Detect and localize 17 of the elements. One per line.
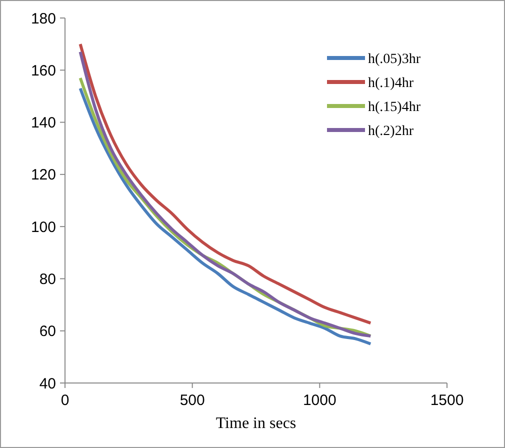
y-tick-label: 160 bbox=[30, 62, 56, 80]
x-tick-label: 0 bbox=[60, 392, 70, 409]
y-tick-label: 100 bbox=[30, 218, 56, 236]
x-axis-title: Time in secs bbox=[216, 415, 296, 432]
y-tick-label: 180 bbox=[30, 10, 56, 28]
x-tick-label: 500 bbox=[180, 392, 205, 409]
legend-label: h(.05)3hr bbox=[368, 52, 421, 67]
y-tick-label: 80 bbox=[39, 270, 56, 288]
legend-label: h(.1)4hr bbox=[368, 76, 414, 91]
x-tick-label: 1000 bbox=[302, 392, 336, 409]
x-tick-label: 1500 bbox=[430, 392, 464, 409]
y-tick-label: 40 bbox=[39, 375, 56, 392]
y-tick-label: 120 bbox=[30, 166, 56, 184]
y-tick-label: 140 bbox=[30, 114, 56, 132]
legend-label: h(.2)2hr bbox=[368, 124, 414, 139]
legend-label: h(.15)4hr bbox=[368, 100, 421, 115]
y-tick-label: 60 bbox=[39, 323, 56, 340]
